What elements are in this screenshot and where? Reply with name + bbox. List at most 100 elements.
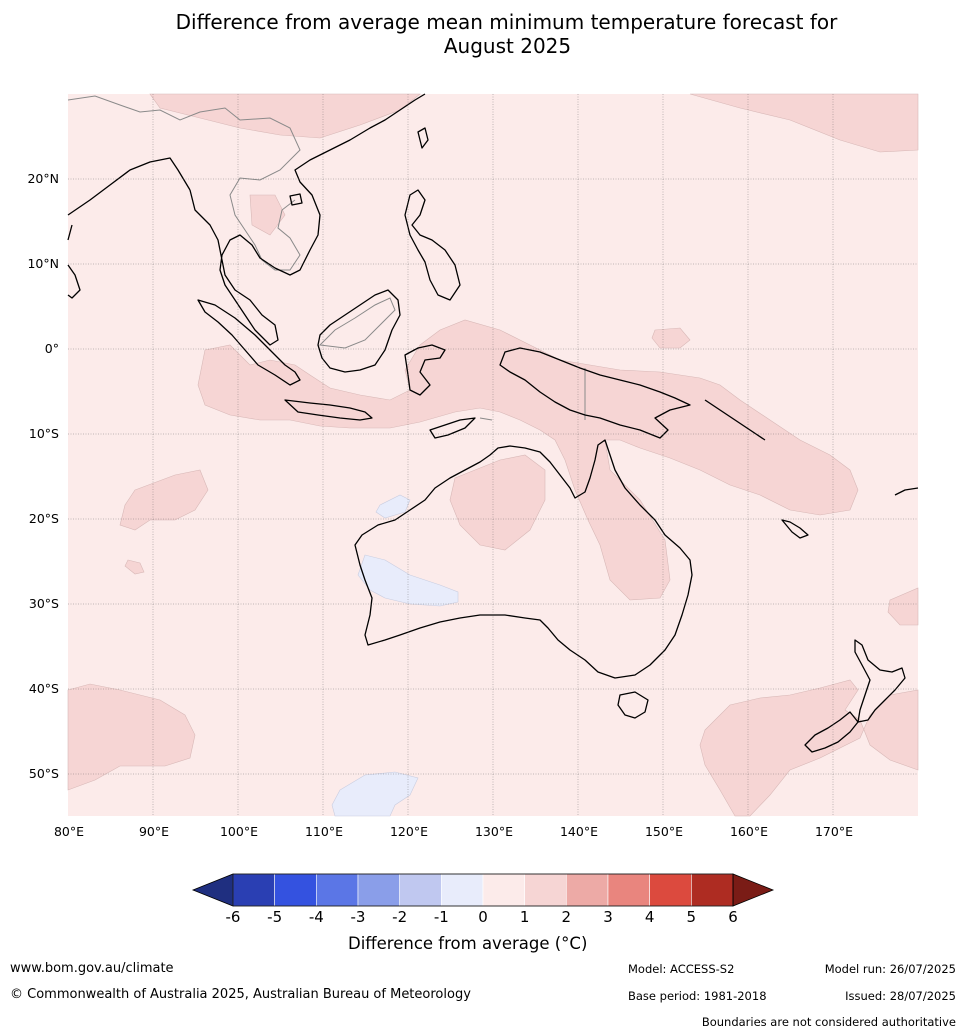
base-period: Base period: 1981-2018 <box>628 989 767 1003</box>
anomaly-1-to-2-regions <box>67 93 919 817</box>
title-line-2: August 2025 <box>443 34 572 58</box>
boundaries-disclaimer: Boundaries are not considered authoritat… <box>701 1015 956 1029</box>
colorbar <box>191 873 775 907</box>
colorbar-tick-label: 0 <box>478 908 488 926</box>
anomaly-minus1-to-0-regions <box>331 494 459 817</box>
coastline-java <box>284 399 373 421</box>
coastline-india-east <box>67 224 73 241</box>
copyright-notice: © Commonwealth of Australia 2025, Austra… <box>10 987 471 1002</box>
lon-label: 80°E <box>54 824 84 839</box>
coastline-solomons <box>704 399 766 441</box>
lon-label: 130°E <box>475 824 513 839</box>
colorbar-tick-label: -3 <box>351 908 366 926</box>
coastline-tasmania <box>617 691 649 719</box>
coastline-australia <box>354 439 693 679</box>
lat-label: 0° <box>45 341 59 356</box>
border-borneo <box>318 297 396 349</box>
colorbar-segment <box>524 873 567 907</box>
anomaly-region-nw-australia <box>449 454 546 551</box>
lon-label: 140°E <box>560 824 598 839</box>
lat-label: 20°S <box>29 511 59 526</box>
lon-label: 90°E <box>139 824 169 839</box>
border-mainland-asia <box>67 95 301 271</box>
colorbar-tick-label: -4 <box>309 908 324 926</box>
colorbar-extend-low <box>191 873 234 907</box>
colorbar-tick-label: 6 <box>728 908 738 926</box>
colorbar-extend-high <box>732 873 775 907</box>
lat-label: 30°S <box>29 596 59 611</box>
anomaly-region-north-pacific <box>689 93 919 153</box>
coastline-sulawesi <box>404 344 446 396</box>
colorbar-segment <box>482 873 525 907</box>
colorbar-tick-label: -2 <box>392 908 407 926</box>
colorbar-title-text: Difference from average (°C) <box>348 934 588 953</box>
lon-label: 170°E <box>815 824 853 839</box>
coastline-nz-north <box>854 639 906 723</box>
coastline-borneo <box>317 289 401 373</box>
coastline-sumatra <box>197 299 301 386</box>
colorbar-tick-label: 4 <box>645 908 655 926</box>
coastlines <box>67 93 919 753</box>
anomaly-region-wa-offshore <box>375 494 411 519</box>
anomaly-region-pacific-small <box>651 327 691 349</box>
border-timor <box>479 417 493 421</box>
website-link[interactable]: www.bom.gov.au/climate <box>10 961 174 976</box>
colorbar-tick-label: -6 <box>226 908 241 926</box>
coastline-hainan <box>289 193 303 206</box>
anomaly-region-indian-ocean <box>119 469 209 531</box>
lat-label: 40°S <box>29 681 59 696</box>
colorbar-tick-labels: -6 -5 -4 -3 -2 -1 0 1 2 3 4 5 6 <box>226 908 738 926</box>
colorbar-tick-label: 1 <box>520 908 530 926</box>
colorbar-segment <box>607 873 650 907</box>
anomaly-region-southern-indian <box>67 683 196 791</box>
colorbar-segment <box>357 873 400 907</box>
latitude-labels: 20°N 10°N 0° 10°S 20°S 30°S 40°S 50°S <box>27 171 59 781</box>
coastline-philippines <box>404 189 461 301</box>
colorbar-tick-label: 5 <box>687 908 697 926</box>
coastline-new-caledonia <box>781 519 809 539</box>
coastline-timor <box>429 417 476 439</box>
colorbar-tick-label: -5 <box>267 908 282 926</box>
coastline-nz-south <box>804 711 859 753</box>
colorbar-tick-label: 3 <box>603 908 613 926</box>
coastline-se-asia <box>189 93 426 346</box>
model-run-date: Model run: 26/07/2025 <box>824 962 956 976</box>
lon-label: 120°E <box>390 824 428 839</box>
model-name: Model: ACCESS-S2 <box>628 962 735 976</box>
colorbar-segment <box>399 873 442 907</box>
longitude-labels: 80°E 90°E 100°E 110°E 120°E 130°E 140°E … <box>54 824 853 839</box>
lat-label: 20°N <box>27 171 59 186</box>
coastline-fiji <box>894 487 919 496</box>
colorbar-segment <box>691 873 734 907</box>
anomaly-region-tasman <box>699 679 919 817</box>
anomaly-region-south-china <box>149 93 421 139</box>
coastline-new-guinea <box>499 347 691 439</box>
lon-label: 160°E <box>730 824 768 839</box>
anomaly-region-southern-ocean <box>331 771 419 817</box>
issued-date: Issued: 28/07/2025 <box>845 989 956 1003</box>
lat-label: 10°S <box>29 426 59 441</box>
colorbar-segment <box>316 873 359 907</box>
coastline-sri-lanka <box>67 264 81 299</box>
colorbar-segment <box>232 873 275 907</box>
graticule <box>68 94 918 816</box>
anomaly-region-thailand <box>249 194 286 236</box>
country-borders <box>67 95 586 421</box>
lon-label: 110°E <box>305 824 343 839</box>
colorbar-segment <box>649 873 692 907</box>
colorbar-segment <box>566 873 609 907</box>
map-title: Difference from average mean minimum tem… <box>0 10 965 58</box>
lat-label: 10°N <box>27 256 59 271</box>
title-line-1: Difference from average mean minimum tem… <box>175 10 838 34</box>
colorbar-segment <box>441 873 484 907</box>
lon-label: 100°E <box>220 824 258 839</box>
colorbar-segment <box>274 873 317 907</box>
lat-label: 50°S <box>29 766 59 781</box>
coastline-india <box>67 157 191 216</box>
coastline-taiwan <box>417 127 429 149</box>
anomaly-region-east-coral <box>887 587 919 626</box>
lon-label: 150°E <box>645 824 683 839</box>
anomaly-region-indonesia <box>197 319 859 601</box>
anomaly-region-indian-ocean-small <box>124 559 145 575</box>
